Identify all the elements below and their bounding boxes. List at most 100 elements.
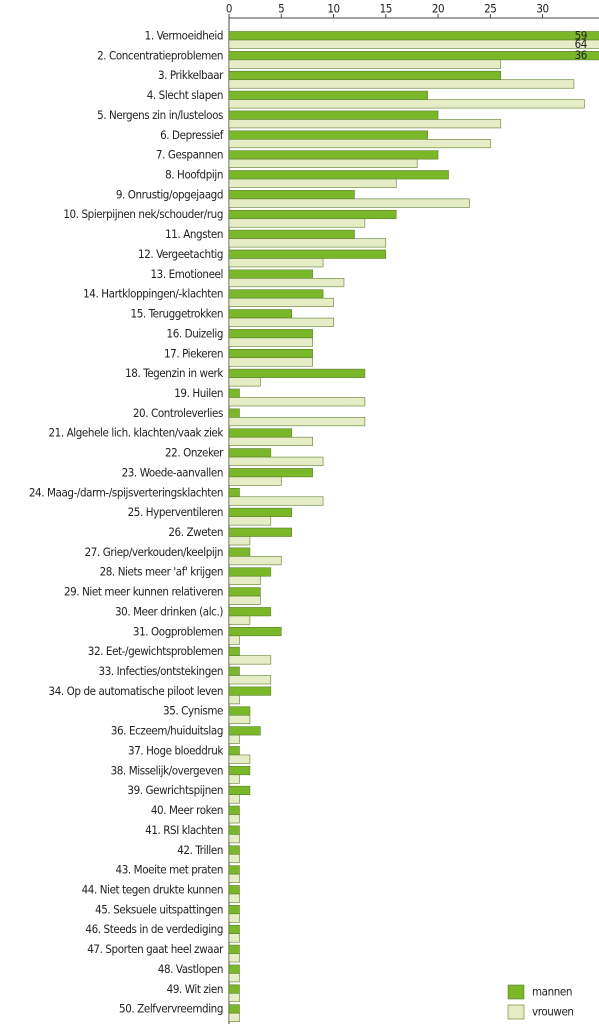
bar — [229, 626, 282, 637]
bar — [229, 31, 599, 41]
bar — [229, 388, 240, 398]
y-tick-label: 47. Sporten gaat heel zwaar — [87, 942, 224, 956]
bar — [229, 417, 366, 427]
bar — [229, 487, 240, 498]
y-tick-label: 14. Hartkloppingen/-klachten — [83, 287, 223, 301]
bar — [229, 297, 334, 307]
bar — [229, 714, 251, 725]
bar — [229, 734, 240, 744]
bar — [229, 547, 251, 557]
bar — [229, 170, 449, 180]
y-tick-label: 43. Moeite met praten — [116, 863, 223, 877]
bar — [229, 130, 428, 140]
bar — [229, 845, 240, 855]
bar — [229, 706, 251, 716]
bar — [229, 51, 599, 61]
bar — [229, 1004, 240, 1014]
bar — [229, 139, 491, 149]
bar — [229, 1012, 240, 1022]
bar — [229, 258, 324, 268]
bar — [229, 587, 261, 597]
y-tick-label: 7. Gespannen — [156, 148, 223, 162]
x-tick-label: 15 — [380, 2, 392, 16]
y-tick-label: 11. Angsten — [165, 227, 223, 241]
legend-swatch — [507, 984, 525, 1000]
x-tick-label: 0 — [226, 2, 232, 16]
bar — [229, 468, 313, 478]
y-tick-label: 5. Nergens zin in/lusteloos — [97, 108, 223, 122]
bar — [229, 873, 240, 883]
y-tick-label: 6. Depressief — [160, 128, 224, 142]
bar — [229, 79, 575, 89]
bar — [229, 209, 397, 220]
y-tick-label: 32. Eet-/gewichtsproblemen — [88, 644, 223, 658]
value-label: 64 — [575, 37, 587, 51]
bar — [229, 595, 261, 605]
bar — [229, 357, 313, 367]
y-tick-label: 23. Woede-aanvallen — [122, 465, 223, 479]
bar — [229, 575, 261, 586]
bar — [229, 269, 313, 279]
bar — [229, 507, 293, 517]
bar — [229, 408, 240, 418]
y-tick-label: 20. Controleverlies — [133, 406, 223, 420]
y-tick-label: 50. Zelfvervreemding — [119, 1002, 223, 1016]
bar — [229, 368, 366, 378]
bar — [229, 516, 272, 526]
bar — [229, 496, 324, 506]
x-tick-label: 10 — [327, 2, 339, 16]
bar — [229, 695, 240, 705]
y-tick-label: 26. Zweten — [168, 525, 223, 539]
y-tick-label: 21. Algehele lich. klachten/vaak ziek — [48, 426, 223, 440]
bar — [229, 70, 502, 81]
value-label: 36 — [575, 48, 587, 62]
y-tick-label: 27. Griep/verkouden/keelpijn — [85, 545, 223, 559]
y-tick-label: 28. Niets meer 'af' krijgen — [100, 565, 223, 579]
y-tick-label: 1. Vermoeidheid — [145, 29, 223, 43]
x-tick-label: 5 — [278, 2, 284, 16]
bar — [229, 39, 599, 49]
y-tick-label: 30. Meer drinken (alc.) — [115, 604, 223, 618]
y-tick-label: 31. Oogproblemen — [133, 624, 223, 638]
bar — [229, 99, 585, 109]
y-tick-label: 19. Huilen — [174, 386, 223, 400]
bar — [229, 893, 240, 903]
bar — [229, 536, 251, 546]
y-tick-label: 46. Steeds in de verdediging — [85, 922, 223, 936]
bar — [229, 309, 293, 319]
bar — [229, 556, 282, 566]
y-tick-label: 44. Niet tegen drukte kunnen — [82, 882, 223, 896]
y-tick-label: 3. Prikkelbaar — [158, 68, 224, 82]
bar — [229, 377, 261, 387]
y-tick-label: 17. Piekeren — [164, 346, 223, 360]
y-tick-label: 36. Eczeem/huiduitslag — [111, 724, 223, 738]
bar — [229, 754, 251, 764]
bar — [229, 635, 240, 645]
bar — [229, 726, 261, 736]
bar — [229, 686, 272, 696]
bar — [229, 476, 282, 486]
bar — [229, 774, 240, 784]
y-tick-label: 25. Hyperventileren — [128, 505, 223, 519]
bar — [229, 90, 428, 100]
bar — [229, 158, 418, 168]
bar — [229, 885, 240, 895]
bar — [229, 984, 240, 994]
bar — [229, 348, 313, 359]
y-tick-label: 4. Slecht slapen — [147, 88, 223, 102]
bar — [229, 278, 345, 288]
bar — [229, 329, 313, 339]
y-tick-label: 29. Niet meer kunnen relativeren — [64, 585, 223, 599]
bar — [229, 317, 334, 327]
y-tick-label: 42. Trillen — [177, 843, 223, 857]
bar — [229, 289, 324, 299]
bar — [229, 853, 240, 864]
bar — [229, 814, 240, 824]
bar — [229, 337, 313, 347]
y-tick-label: 13. Emotioneel — [150, 267, 223, 281]
bar — [229, 992, 240, 1003]
y-tick-label: 24. Maag-/darm-/spijsverteringsklachten — [29, 485, 223, 499]
bars — [229, 31, 599, 1022]
bar — [229, 229, 355, 239]
